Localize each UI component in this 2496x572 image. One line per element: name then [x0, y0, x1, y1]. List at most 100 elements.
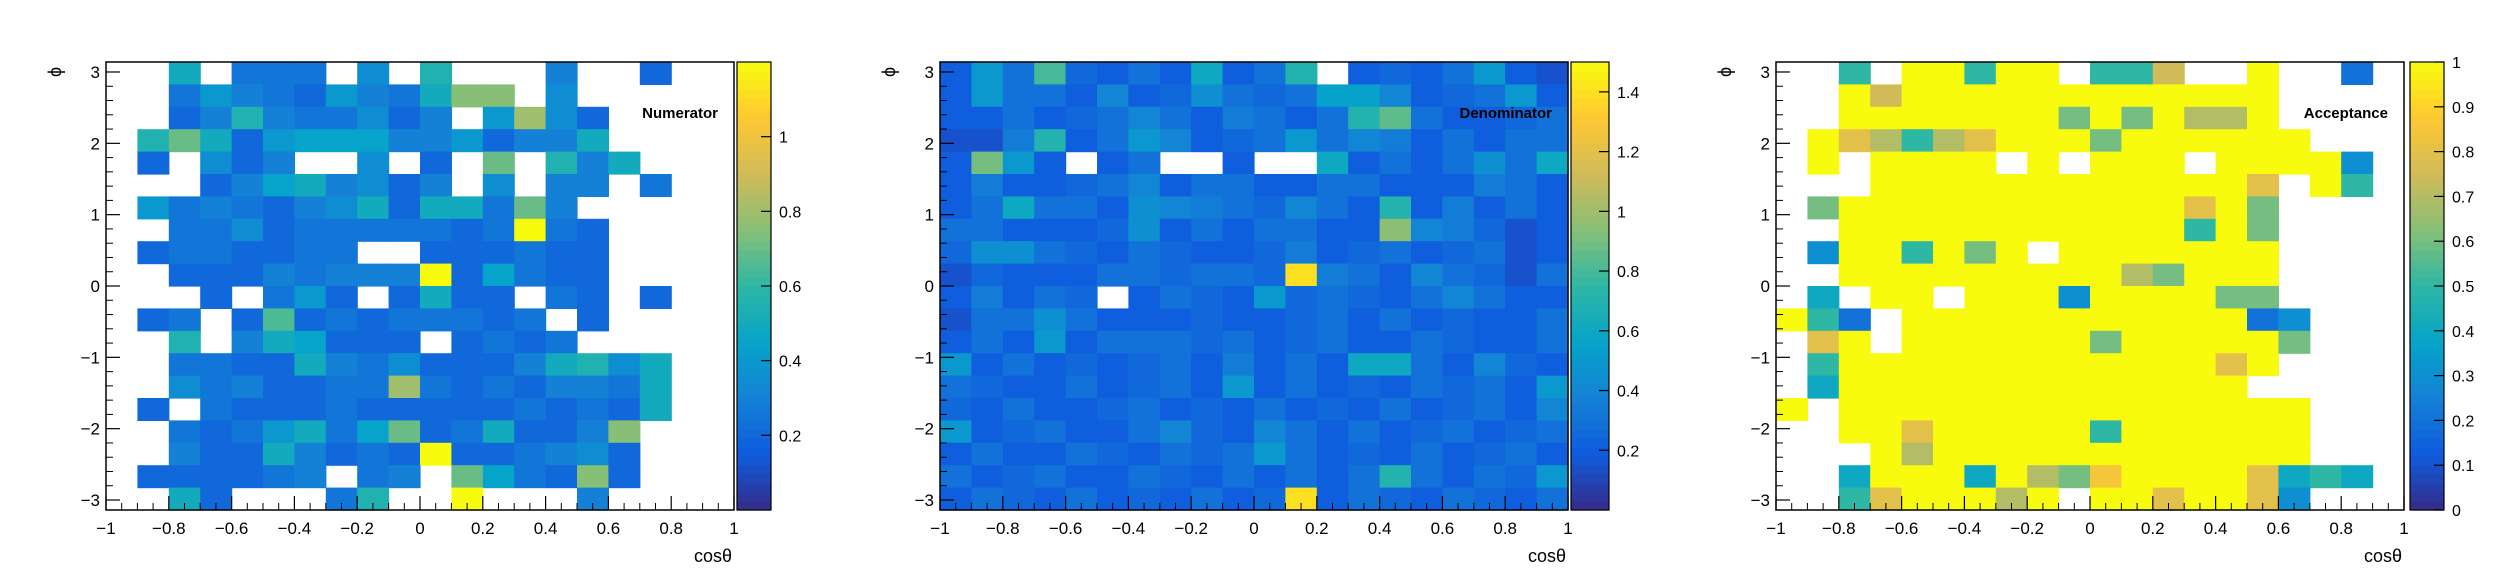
heatmap-cell: [1254, 308, 1286, 332]
heatmap-cell: [2027, 62, 2060, 85]
color-bar-band: [737, 142, 771, 153]
heatmap-cell: [2152, 263, 2185, 287]
z-tick-label: 0.7: [2452, 189, 2474, 206]
heatmap-cell: [357, 129, 390, 153]
heatmap-cell: [1536, 465, 1569, 489]
heatmap-cell: [1933, 84, 1965, 108]
heatmap-cell: [137, 308, 170, 332]
y-tick-label: −1: [1751, 348, 1770, 367]
heatmap-cell: [2090, 308, 2122, 332]
heatmap-cell: [2058, 84, 2091, 108]
heatmap-cell: [1933, 442, 1965, 466]
heatmap-cell: [1348, 442, 1381, 466]
heatmap-cell: [2215, 353, 2248, 377]
heatmap-cell: [1933, 465, 1965, 489]
heatmap-cell: [1505, 286, 1538, 309]
heatmap-cell: [263, 263, 295, 287]
heatmap-cell: [545, 218, 578, 242]
heatmap-cell: [2090, 151, 2122, 175]
heatmap-cell: [1002, 174, 1035, 197]
heatmap-cell: [1995, 420, 2028, 444]
heatmap-cell: [420, 442, 452, 466]
heatmap-cell: [1097, 241, 1129, 265]
heatmap-cell: [2247, 241, 2279, 265]
heatmap-cell: [1065, 398, 1098, 421]
heatmap-cell: [1002, 106, 1035, 130]
heatmap-cell: [1411, 398, 1443, 421]
heatmap-cell: [482, 241, 515, 265]
color-bar-band: [737, 259, 771, 269]
z-tick-label: 0.4: [1617, 384, 1639, 401]
color-bar: 0.2 0.4 0.6 0.8 1 1.2 1.4: [1570, 61, 1639, 511]
heatmap-cell: [1995, 174, 2028, 197]
heatmap-cell: [1807, 196, 1840, 220]
heatmap-cell: [1901, 218, 1934, 242]
color-bar-band: [737, 366, 771, 377]
heatmap-cell: [420, 84, 452, 108]
heatmap-cell: [200, 465, 233, 489]
heatmap-cell: [1191, 196, 1224, 220]
heatmap-cell: [200, 196, 233, 220]
heatmap-cell: [2058, 174, 2091, 197]
heatmap-cell: [231, 420, 264, 444]
color-bar-band: [2410, 483, 2444, 493]
heatmap-cell: [263, 241, 295, 265]
heatmap-cell: [451, 398, 484, 421]
heatmap-cell: [2027, 263, 2060, 287]
heatmap-cell: [1933, 330, 1965, 354]
heatmap-cell: [420, 286, 452, 309]
heatmap-cell: [231, 218, 264, 242]
color-bar-band: [2410, 312, 2444, 323]
heatmap-cell: [1505, 420, 1538, 444]
color-bar-band: [1571, 241, 1609, 251]
heatmap-cell: [1002, 420, 1035, 444]
x-tick-label: 0: [415, 519, 424, 538]
z-tick-label: 0.3: [2452, 369, 2474, 386]
heatmap-cell: [168, 241, 201, 265]
heatmap-cell: [577, 375, 609, 399]
heatmap-cell: [2121, 442, 2154, 466]
heatmap-cell: [1254, 286, 1286, 309]
heatmap-cell: [1379, 420, 1412, 444]
heatmap-cell: [1348, 106, 1381, 130]
x-tick-label: −0.4: [278, 519, 312, 538]
heatmap-cell: [971, 442, 1004, 466]
heatmap-cell: [1222, 487, 1255, 511]
heatmap-cell: [1254, 196, 1286, 220]
heatmap-cell: [1002, 286, 1035, 309]
heatmap-cell: [1316, 263, 1349, 287]
heatmap-cell: [2152, 420, 2185, 444]
heatmap-cell: [2090, 375, 2122, 399]
x-tick-label: −0.8: [1822, 519, 1856, 538]
heatmap-cell: [514, 263, 547, 287]
heatmap-cell: [200, 241, 233, 265]
heatmap-cell: [1870, 420, 1903, 444]
heatmap-cell: [2058, 241, 2091, 265]
color-bar-band: [2410, 366, 2444, 377]
heatmap-cell: [1411, 442, 1443, 466]
color-bar-band: [1571, 348, 1609, 359]
heatmap-cell: [1964, 465, 1997, 489]
heatmap-cell: [545, 62, 578, 85]
color-bar-band: [737, 339, 771, 350]
color-bar-band: [1571, 196, 1609, 206]
heatmap-cell: [1901, 330, 1934, 354]
x-tick-label: 0.6: [2267, 519, 2291, 538]
color-bar-band: [2410, 375, 2444, 386]
heatmap-cell: [545, 398, 578, 421]
heatmap-cell: [1097, 442, 1129, 466]
color-bar-band: [2410, 357, 2444, 368]
heatmap-cell: [482, 420, 515, 444]
heatmap-cell: [514, 420, 547, 444]
heatmap-cell: [1933, 62, 1965, 85]
heatmap-cell: [2215, 375, 2248, 399]
heatmap-cell: [577, 420, 609, 444]
heatmap-cell: [2215, 465, 2248, 489]
heatmap-cell: [1379, 62, 1412, 85]
heatmap-cell: [357, 218, 390, 242]
heatmap-cell: [940, 330, 972, 354]
color-bar-band: [1571, 447, 1609, 457]
heatmap-cell: [545, 106, 578, 130]
heatmap-cell: [1348, 465, 1381, 489]
heatmap-cell: [1870, 442, 1903, 466]
